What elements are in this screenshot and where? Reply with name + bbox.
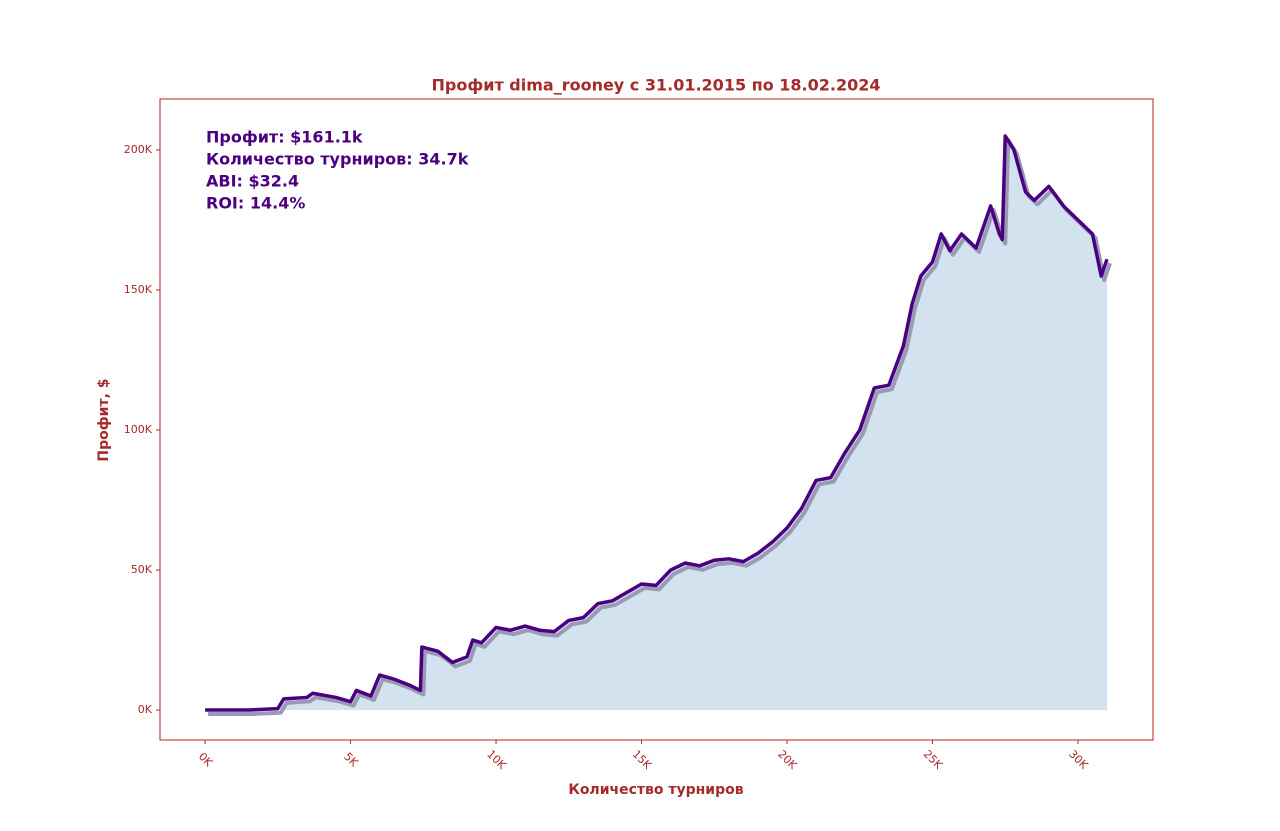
plot-frame [159, 98, 1154, 741]
annotation: ROI: 14.4% [206, 194, 305, 213]
x-tick-label: 0K [196, 750, 216, 770]
x-tick-label: 30K [1066, 748, 1091, 773]
annotation: ABI: $32.4 [206, 172, 299, 191]
x-axis-label: Количество турниров [568, 782, 743, 798]
y-tick-label: 100K [124, 423, 153, 436]
x-tick-label: 10K [484, 748, 509, 773]
y-axis-label: Профит, $ [96, 378, 112, 461]
y-tick-label: 50K [131, 563, 153, 576]
x-tick-label: 5K [341, 750, 361, 770]
annotation: Профит: $161.1k [206, 128, 363, 147]
x-tick-label: 25K [921, 748, 946, 773]
line [205, 134, 1109, 712]
y-tick-label: 150K [124, 283, 153, 296]
area [205, 135, 1108, 711]
x-tick-label: 20K [775, 748, 800, 773]
y-tick-label: 200K [124, 143, 153, 156]
x-tick-label: 15K [630, 748, 655, 773]
annotation: Количество турниров: 34.7k [206, 150, 469, 169]
chart-title: Профит dima_rooney с 31.01.2015 по 18.02… [432, 76, 881, 95]
y-tick-label: 0K [138, 703, 153, 716]
